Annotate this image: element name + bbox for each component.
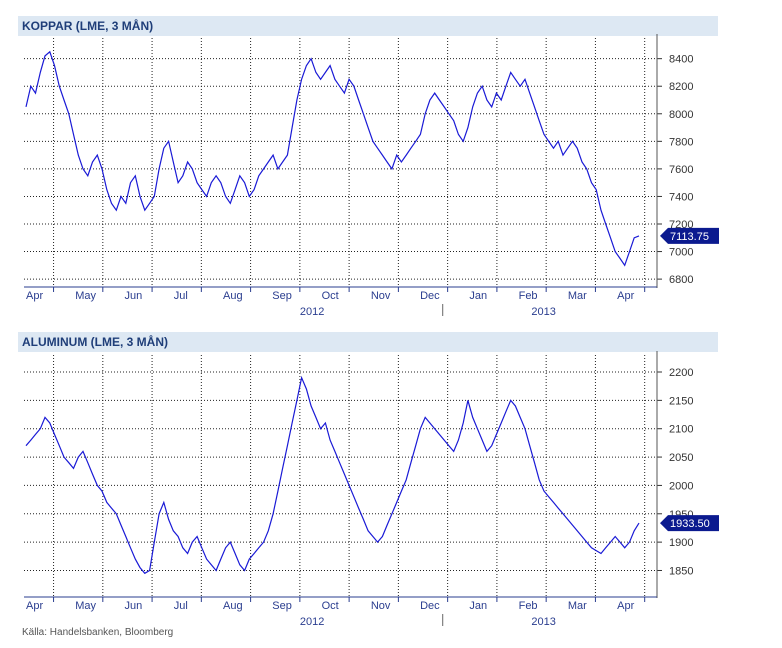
copper-series-line bbox=[25, 50, 640, 267]
aluminum-month-label: Nov bbox=[371, 600, 391, 612]
aluminum-ytick-label: 2200 bbox=[669, 367, 693, 379]
copper-last-value-label: 7113.75 bbox=[670, 231, 709, 243]
copper-month-label: Nov bbox=[371, 290, 391, 302]
copper-ytick-label: 7400 bbox=[669, 191, 693, 203]
copper-month-label: Sep bbox=[272, 290, 292, 302]
aluminum-month-label: Apr bbox=[26, 600, 43, 612]
copper-ytick-label: 6800 bbox=[669, 274, 693, 286]
aluminum-ytick-label: 1850 bbox=[669, 565, 693, 577]
copper-month-label: Dec bbox=[420, 290, 440, 302]
copper-ytick-label: 8200 bbox=[669, 81, 693, 93]
aluminum-ytick-label: 1900 bbox=[669, 537, 693, 549]
copper-month-label: May bbox=[75, 290, 96, 302]
aluminum-month-label: Jun bbox=[125, 600, 143, 612]
copper-month-label: Aug bbox=[223, 290, 243, 302]
aluminum-month-label: Dec bbox=[420, 600, 440, 612]
source-note: Källa: Handelsbanken, Bloomberg bbox=[22, 627, 174, 638]
chart-title-aluminum: ALUMINUM (LME, 3 MÅN) bbox=[18, 332, 718, 352]
aluminum-month-label: Sep bbox=[272, 600, 292, 612]
aluminum-month-label: Mar bbox=[568, 600, 587, 612]
aluminum-month-label: May bbox=[75, 600, 96, 612]
aluminum-month-label: Aug bbox=[223, 600, 243, 612]
aluminum-ytick-label: 2100 bbox=[669, 424, 693, 436]
aluminum-month-label: Feb bbox=[519, 600, 538, 612]
aluminum-year-label: 2012 bbox=[300, 616, 324, 628]
copper-month-label: Jan bbox=[469, 290, 487, 302]
copper-month-label: Oct bbox=[322, 290, 339, 302]
aluminum-month-label: Jul bbox=[174, 600, 188, 612]
copper-ytick-label: 7000 bbox=[669, 247, 693, 259]
copper-month-label: Jul bbox=[174, 290, 188, 302]
aluminum-last-value-label: 1933.50 bbox=[670, 518, 710, 530]
copper-year-label: 2012 bbox=[300, 306, 324, 318]
copper-month-label: Apr bbox=[26, 290, 43, 302]
copper-ytick-label: 7600 bbox=[669, 164, 693, 176]
copper-month-label: Mar bbox=[568, 290, 587, 302]
copper-year-label: 2013 bbox=[531, 306, 555, 318]
aluminum-year-label: 2013 bbox=[531, 616, 555, 628]
aluminum-series-line bbox=[25, 375, 640, 575]
copper-month-label: Apr bbox=[617, 290, 634, 302]
chart-title-copper: KOPPAR (LME, 3 MÅN) bbox=[18, 16, 718, 36]
aluminum-month-label: Jan bbox=[469, 600, 487, 612]
aluminum-month-label: Oct bbox=[322, 600, 339, 612]
copper-ytick-label: 8000 bbox=[669, 109, 693, 121]
aluminum-last-value-marker bbox=[660, 515, 719, 532]
aluminum-ytick-label: 2000 bbox=[669, 480, 693, 492]
aluminum-ytick-label: 2150 bbox=[669, 395, 693, 407]
aluminum-month-label: Apr bbox=[617, 600, 634, 612]
copper-last-value-marker bbox=[660, 227, 719, 244]
copper-month-label: Feb bbox=[519, 290, 538, 302]
copper-month-label: Jun bbox=[125, 290, 143, 302]
aluminum-ytick-label: 2050 bbox=[669, 452, 693, 464]
copper-ytick-label: 8400 bbox=[669, 54, 693, 66]
copper-ytick-label: 7800 bbox=[669, 136, 693, 148]
